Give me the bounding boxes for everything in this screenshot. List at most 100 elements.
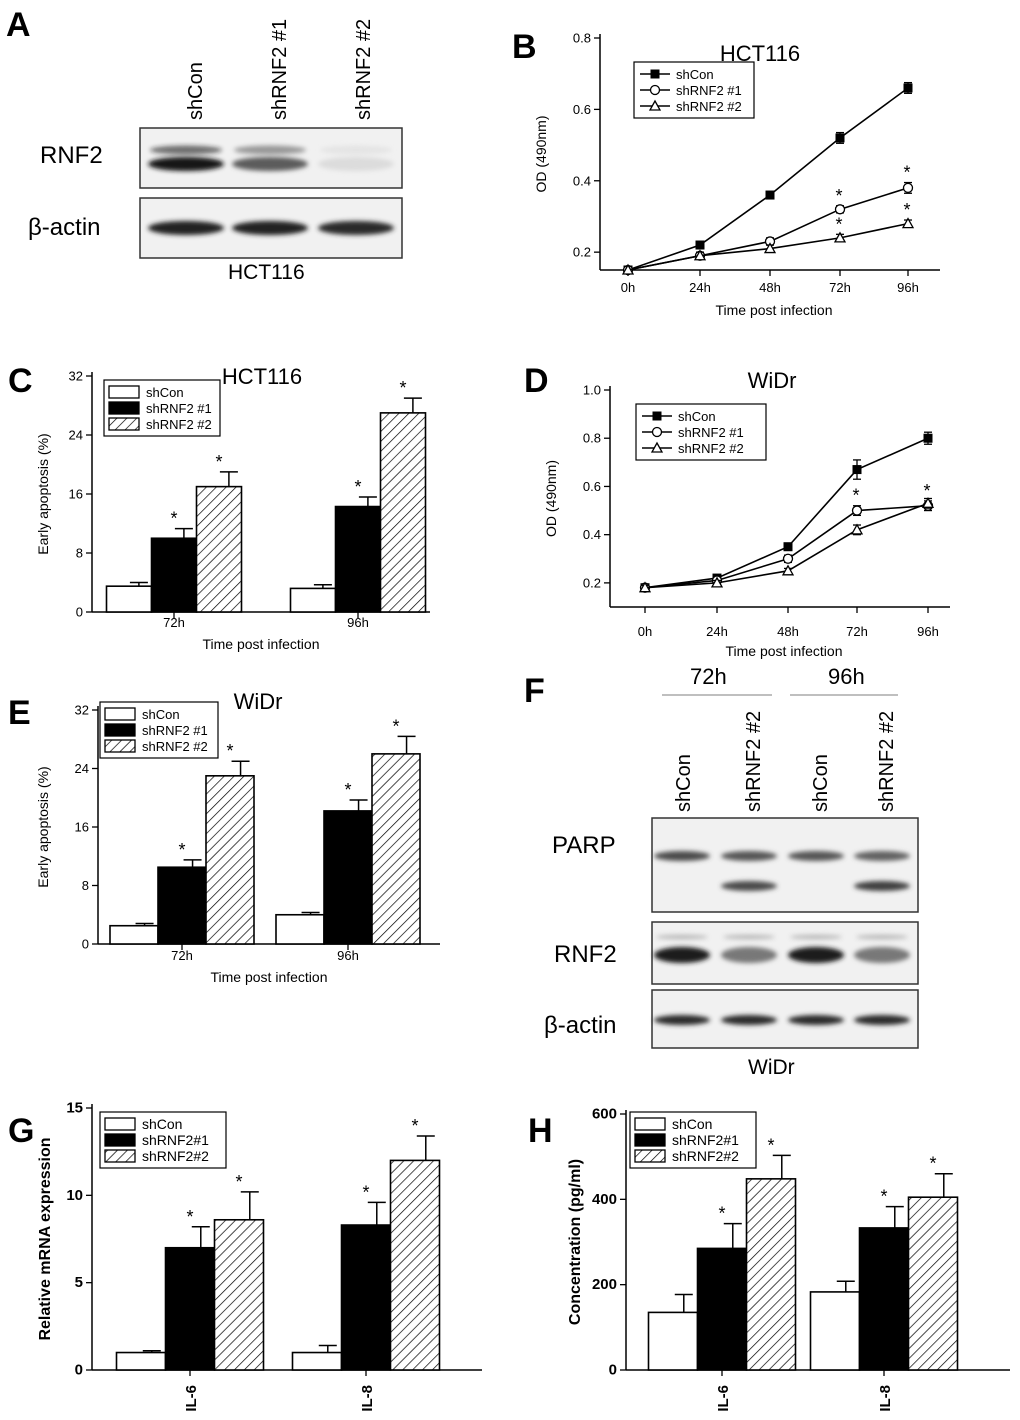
blot-band <box>854 947 910 963</box>
charts: B HCT116 0.2 0.4 0.6 0.8 OD (490nm) 0h 24h 48h 72h… <box>8 28 1010 1412</box>
panel-label-a: A <box>6 6 31 44</box>
chart-title: HCT116 <box>222 364 302 389</box>
y-axis-label: OD (490nm) <box>543 460 559 537</box>
bar <box>275 913 325 945</box>
y-tick-label: 8 <box>82 878 89 893</box>
bar <box>289 587 337 613</box>
series-line <box>644 437 929 589</box>
blot-band <box>148 221 224 235</box>
significance-mark: * <box>354 477 361 497</box>
bar <box>164 1246 216 1371</box>
x-tick-label: 72h <box>829 280 851 295</box>
y-tick-label: 0.8 <box>573 31 591 46</box>
chart-title: WiDr <box>234 689 283 714</box>
x-tick-label: 96h <box>897 280 919 295</box>
significance-mark: * <box>235 1172 242 1192</box>
marker-triangle <box>621 263 635 275</box>
legend-label: shCon <box>146 385 184 400</box>
panel-a-bands <box>148 145 394 235</box>
y-tick-label: 24 <box>75 761 89 776</box>
marker-circle <box>651 426 663 438</box>
significance-mark: * <box>362 1182 369 1202</box>
legend-swatch <box>104 1149 136 1163</box>
blot-band <box>721 851 777 861</box>
blot-band <box>788 851 844 861</box>
bar <box>109 924 159 945</box>
y-tick-label: 32 <box>75 703 89 718</box>
panel-f-bands <box>654 851 910 1025</box>
x-axis-label: Time post infection <box>726 643 843 659</box>
x-tick-label: IL-8 <box>877 1385 894 1412</box>
blot-caption: WiDr <box>748 1056 795 1079</box>
y-tick-label: 0.2 <box>573 245 591 260</box>
x-tick-label: 96h <box>337 948 359 963</box>
blot-band <box>854 851 910 861</box>
panel-label: H <box>528 1112 553 1150</box>
blot-label-rnf2: RNF2 <box>554 941 617 968</box>
blot-band <box>788 947 844 963</box>
legend-swatch <box>108 417 140 431</box>
y-axis-label: Early apoptosis (%) <box>35 433 51 554</box>
blot-band <box>654 851 710 861</box>
marker-square <box>695 240 705 250</box>
blot-band <box>656 934 708 940</box>
significance-mark: * <box>929 1154 936 1174</box>
significance-mark: * <box>903 200 910 220</box>
blot-band <box>232 221 308 235</box>
legend-swatch <box>104 723 136 737</box>
legend-swatch <box>634 1117 666 1131</box>
significance-mark: * <box>835 186 842 206</box>
y-axis-label: Early apoptosis (%) <box>35 766 51 887</box>
legend-label: shRNF2#1 <box>672 1132 739 1148</box>
y-tick-label: 1.0 <box>583 383 601 398</box>
blot-band-cleaved <box>721 881 777 891</box>
y-tick-label: 0 <box>76 605 83 620</box>
significance-mark: * <box>923 481 930 501</box>
bar <box>213 1218 265 1371</box>
legend-label: shCon <box>676 67 714 82</box>
blot-band <box>654 947 710 963</box>
lane-label: shCon <box>810 754 832 812</box>
significance-mark: * <box>392 716 399 736</box>
x-axis-label: Time post infection <box>203 636 320 652</box>
marker-triangle <box>850 523 864 535</box>
marker-square <box>650 69 660 79</box>
y-tick-label: 0 <box>75 1362 83 1379</box>
chart-g: G 0 5 10 15 Relative mRNA expression IL-6 * * IL-… <box>8 1100 482 1412</box>
marker-circle <box>782 553 794 564</box>
x-axis-label: Time post infection <box>211 969 328 985</box>
marker-square <box>765 190 775 200</box>
blot-band <box>790 934 842 940</box>
blot-caption: HCT116 <box>228 261 305 284</box>
marker-circle <box>834 204 846 215</box>
blot-band <box>318 221 394 235</box>
marker-triangle <box>781 564 795 576</box>
bar <box>389 1159 441 1371</box>
marker-triangle <box>833 231 847 243</box>
legend-label: shRNF2 #2 <box>678 441 744 456</box>
y-tick-label: 15 <box>66 1100 83 1117</box>
significance-mark: * <box>718 1204 725 1224</box>
blot-band <box>723 934 775 940</box>
blot-band <box>234 145 306 155</box>
panel-label: C <box>8 362 33 400</box>
y-tick-label: 200 <box>592 1276 617 1293</box>
blot-membrane-parp <box>651 817 919 913</box>
marker-square <box>852 465 862 475</box>
y-tick-label: 0.4 <box>583 527 601 542</box>
marker-square <box>783 542 793 552</box>
legend-label: shRNF2 #1 <box>678 425 744 440</box>
legend-swatch <box>108 385 140 399</box>
group-label-72h: 72h <box>690 664 727 689</box>
significance-mark: * <box>852 486 859 506</box>
y-tick-label: 0.6 <box>573 102 591 117</box>
marker-triangle <box>901 217 915 229</box>
y-tick-label: 16 <box>69 487 83 502</box>
marker-square <box>652 411 662 421</box>
blot-band <box>788 1015 844 1025</box>
legend-label: shCon <box>142 1116 182 1132</box>
